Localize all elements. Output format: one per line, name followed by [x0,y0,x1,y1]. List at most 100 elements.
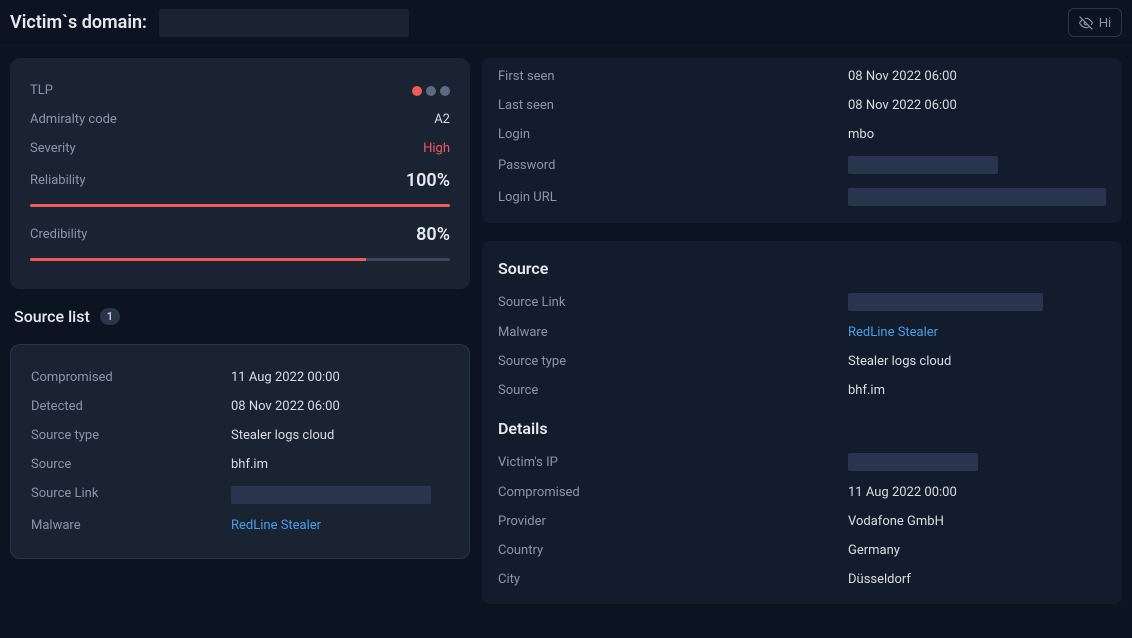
rcompromised-label: Compromised [498,485,848,500]
credibility-track [30,258,450,261]
reliability-track [30,204,450,207]
rsource-value: bhf.im [848,383,1106,398]
country-label: Country [498,543,848,558]
password-label: Password [498,158,848,173]
severity-label: Severity [30,141,76,156]
source-type-value: Stealer logs cloud [231,428,449,443]
tlp-dot-1 [412,86,422,96]
last-seen-label: Last seen [498,98,848,113]
compromised-row: Compromised 11 Aug 2022 00:00 [31,363,449,392]
rmalware-row: Malware RedLine Stealer [498,318,1106,347]
provider-value: Vodafone GmbH [848,514,1106,529]
rsource-link-row: Source Link [498,286,1106,318]
login-url-row: Login URL [498,181,1106,213]
reliability-label: Reliability [30,173,86,188]
first-seen-row: First seen 08 Nov 2022 06:00 [498,62,1106,91]
source-list-card[interactable]: Compromised 11 Aug 2022 00:00 Detected 0… [10,344,470,559]
victim-ip-value [848,453,1106,471]
severity-value: High [423,141,450,156]
rsource-row: Source bhf.im [498,376,1106,405]
tlp-label: TLP [30,83,53,98]
tlp-row: TLP [30,76,450,105]
rmalware-value[interactable]: RedLine Stealer [848,325,1106,340]
eye-slash-icon [1079,16,1093,30]
details-heading: Details [498,405,1106,446]
compromised-label: Compromised [31,370,231,385]
hide-button-label: Hi [1099,15,1111,30]
admiralty-label: Admiralty code [30,112,117,127]
password-row: Password [498,149,1106,181]
login-url-redacted [848,188,1106,206]
city-value: Düsseldorf [848,572,1106,587]
reliability-fill [30,204,450,207]
source-type-label: Source type [31,428,231,443]
source-list-heading: Source list 1 [14,307,466,326]
rsource-link-value [848,293,1106,311]
rcompromised-row: Compromised 11 Aug 2022 00:00 [498,478,1106,507]
reliability-value: 100% [406,170,450,191]
source-link-row: Source Link [31,479,449,511]
city-row: City Düsseldorf [498,565,1106,594]
last-seen-row: Last seen 08 Nov 2022 06:00 [498,91,1106,120]
source-link-label: Source Link [31,486,231,504]
rcompromised-value: 11 Aug 2022 00:00 [848,485,1106,500]
rmalware-label: Malware [498,325,848,340]
victim-ip-row: Victim's IP [498,446,1106,478]
login-value: mbo [848,127,1106,142]
victim-ip-label: Victim's IP [498,455,848,470]
source-link-redacted [231,486,431,504]
city-label: City [498,572,848,587]
detected-label: Detected [31,399,231,414]
provider-row: Provider Vodafone GmbH [498,507,1106,536]
rsource-type-value: Stealer logs cloud [848,354,1106,369]
credibility-fill [30,258,366,261]
source-heading: Source [498,245,1106,286]
rsource-type-row: Source type Stealer logs cloud [498,347,1106,376]
source-type-row: Source type Stealer logs cloud [31,421,449,450]
rsource-link-redacted [848,293,1043,311]
source-link-value [231,486,449,504]
victim-ip-redacted [848,453,978,471]
login-url-label: Login URL [498,190,848,205]
rsource-label: Source [498,383,848,398]
provider-label: Provider [498,514,848,529]
source-label: Source [31,457,231,472]
domain-value-redacted [159,9,409,37]
malware-value[interactable]: RedLine Stealer [231,518,449,533]
credibility-row: Credibility 80% [30,217,450,252]
severity-row: Severity High [30,134,450,163]
first-seen-value: 08 Nov 2022 06:00 [848,69,1106,84]
source-list-count: 1 [100,308,120,325]
credibility-label: Credibility [30,227,87,242]
compromised-value: 11 Aug 2022 00:00 [231,370,449,385]
page-title: Victim`s domain: [10,12,147,33]
password-value [848,156,1106,174]
login-url-value [848,188,1106,206]
last-seen-value: 08 Nov 2022 06:00 [848,98,1106,113]
threat-summary-card: TLP Admiralty code A2 Severity High Reli… [10,58,470,289]
header-left: Victim`s domain: [10,9,409,37]
admiralty-row: Admiralty code A2 [30,105,450,134]
login-label: Login [498,127,848,142]
source-details-panel: Source Source Link Malware RedLine Steal… [482,241,1122,604]
malware-row: Malware RedLine Stealer [31,511,449,540]
admiralty-value: A2 [434,112,450,127]
detected-row: Detected 08 Nov 2022 06:00 [31,392,449,421]
tlp-dots [412,86,450,96]
rsource-type-label: Source type [498,354,848,369]
tlp-dot-3 [440,86,450,96]
hide-button[interactable]: Hi [1068,8,1122,37]
first-seen-label: First seen [498,69,848,84]
content-grid: TLP Admiralty code A2 Severity High Reli… [0,46,1132,616]
source-row: Source bhf.im [31,450,449,479]
right-column: First seen 08 Nov 2022 06:00 Last seen 0… [482,58,1122,604]
source-list-heading-text: Source list [14,307,90,326]
password-redacted [848,156,998,174]
detected-value: 08 Nov 2022 06:00 [231,399,449,414]
malware-label: Malware [31,518,231,533]
left-column: TLP Admiralty code A2 Severity High Reli… [10,58,470,604]
country-row: Country Germany [498,536,1106,565]
reliability-row: Reliability 100% [30,163,450,198]
tlp-dot-2 [426,86,436,96]
sighting-panel: First seen 08 Nov 2022 06:00 Last seen 0… [482,58,1122,223]
